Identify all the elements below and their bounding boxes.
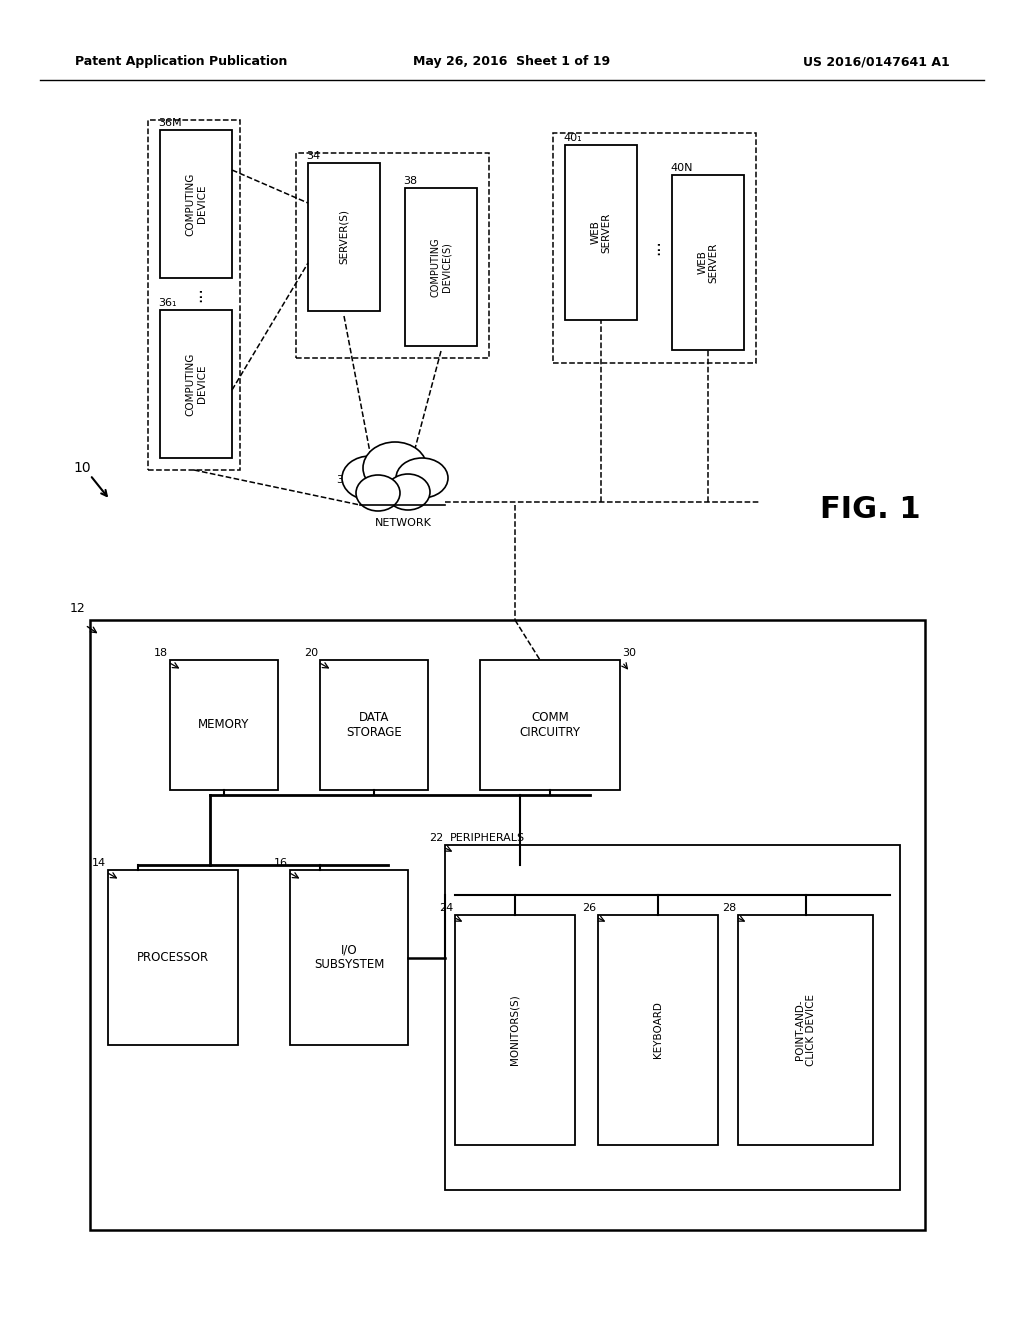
Text: FIG. 1: FIG. 1 xyxy=(819,495,921,524)
Bar xyxy=(480,660,620,789)
Text: 18: 18 xyxy=(154,648,168,657)
Text: NETWORK: NETWORK xyxy=(375,517,432,528)
Bar xyxy=(148,120,240,470)
Text: DATA
STORAGE: DATA STORAGE xyxy=(346,711,401,739)
Text: 28: 28 xyxy=(722,903,736,913)
Bar xyxy=(108,870,238,1045)
Text: PROCESSOR: PROCESSOR xyxy=(137,950,209,964)
Bar xyxy=(598,915,718,1144)
Bar xyxy=(406,187,477,346)
Text: KEYBOARD: KEYBOARD xyxy=(653,1002,663,1059)
Text: COMPUTING
DEVICE: COMPUTING DEVICE xyxy=(185,173,207,236)
Text: MONITORS(S): MONITORS(S) xyxy=(510,995,520,1065)
Text: 40N: 40N xyxy=(670,162,692,173)
Text: WEB
SERVER: WEB SERVER xyxy=(590,213,611,252)
Text: 22: 22 xyxy=(429,833,443,843)
Bar xyxy=(160,310,232,458)
Text: COMPUTING
DEVICE(S): COMPUTING DEVICE(S) xyxy=(430,238,452,297)
Text: 16: 16 xyxy=(274,858,288,869)
Text: 10: 10 xyxy=(73,461,91,475)
Text: 14: 14 xyxy=(92,858,106,869)
Text: 12: 12 xyxy=(70,602,85,615)
Text: POINT-AND-
CLICK DEVICE: POINT-AND- CLICK DEVICE xyxy=(795,994,816,1067)
Text: I/O
SUBSYSTEM: I/O SUBSYSTEM xyxy=(313,944,384,972)
Text: MEMORY: MEMORY xyxy=(199,718,250,731)
Bar xyxy=(308,162,380,312)
Text: May 26, 2016  Sheet 1 of 19: May 26, 2016 Sheet 1 of 19 xyxy=(414,55,610,69)
Ellipse shape xyxy=(342,455,398,500)
Ellipse shape xyxy=(362,442,427,494)
Bar xyxy=(455,915,575,1144)
Bar xyxy=(553,133,756,363)
Ellipse shape xyxy=(356,475,400,511)
Text: Patent Application Publication: Patent Application Publication xyxy=(75,55,288,69)
Bar xyxy=(160,129,232,279)
Ellipse shape xyxy=(396,458,449,498)
Bar xyxy=(90,620,925,1230)
Text: COMM
CIRCUITRY: COMM CIRCUITRY xyxy=(519,711,581,739)
Text: SERVER(S): SERVER(S) xyxy=(339,210,349,264)
Bar xyxy=(738,915,873,1144)
Bar xyxy=(445,845,900,1191)
Bar xyxy=(170,660,278,789)
Ellipse shape xyxy=(386,474,430,510)
Text: 36M: 36M xyxy=(158,117,181,128)
Text: 20: 20 xyxy=(304,648,318,657)
Text: 38: 38 xyxy=(403,176,417,186)
Text: 32: 32 xyxy=(336,475,350,484)
Text: COMPUTING
DEVICE: COMPUTING DEVICE xyxy=(185,352,207,416)
Text: 30: 30 xyxy=(622,648,636,657)
Text: ...: ... xyxy=(187,286,205,302)
Text: 40₁: 40₁ xyxy=(563,133,582,143)
Bar xyxy=(290,870,408,1045)
Text: US 2016/0147641 A1: US 2016/0147641 A1 xyxy=(803,55,950,69)
Text: WEB
SERVER: WEB SERVER xyxy=(697,243,719,282)
Text: PERIPHERALS: PERIPHERALS xyxy=(450,833,525,843)
Bar xyxy=(565,145,637,319)
Bar xyxy=(296,153,489,358)
Text: 36₁: 36₁ xyxy=(158,298,176,308)
Bar xyxy=(319,660,428,789)
Bar xyxy=(672,176,744,350)
Text: 34: 34 xyxy=(306,150,321,161)
Text: 26: 26 xyxy=(582,903,596,913)
Text: ...: ... xyxy=(645,240,664,255)
Text: 24: 24 xyxy=(438,903,453,913)
